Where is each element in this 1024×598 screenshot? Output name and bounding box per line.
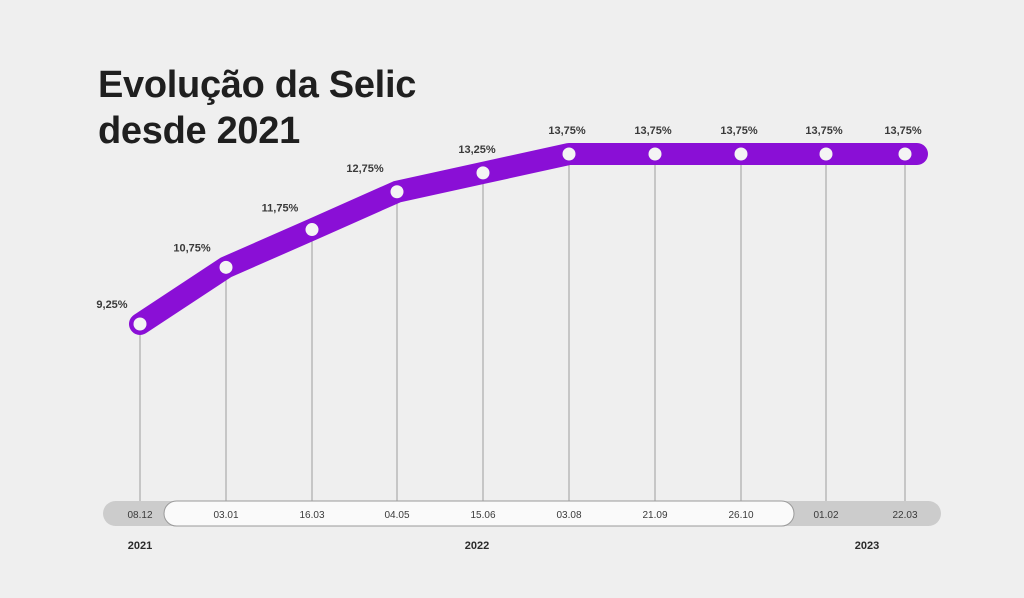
rate-point (819, 147, 833, 161)
date-tick-label: 04.05 (384, 510, 409, 521)
rate-point (734, 147, 748, 161)
value-label: 13,75% (805, 125, 843, 137)
chart-title-line-1: Evolução da Selic (98, 64, 416, 106)
rate-series (129, 143, 928, 335)
date-tick-label: 21.09 (642, 510, 667, 521)
value-label: 10,75% (173, 242, 211, 254)
value-labels: 9,25% 10,75% 11,75% 12,75% 13,25% 13,75% 13,75… (96, 125, 921, 311)
rate-point (648, 147, 662, 161)
year-label: 2023 (855, 540, 879, 552)
rate-point (562, 147, 576, 161)
rate-point (898, 147, 912, 161)
guide-lines (139, 154, 906, 504)
value-label: 13,75% (634, 125, 672, 137)
rate-points (133, 147, 912, 331)
rate-point (390, 185, 404, 199)
year-labels: 2021 2022 2023 (128, 540, 879, 552)
timeline-bar (103, 500, 941, 527)
date-tick-label: 26.10 (728, 510, 753, 521)
value-label: 13,75% (548, 125, 586, 137)
value-label: 13,75% (884, 125, 922, 137)
date-tick-label: 01.02 (813, 510, 838, 521)
rate-point (476, 166, 490, 180)
rate-point (305, 223, 319, 237)
timeline-highlight-2022 (163, 500, 795, 527)
value-label: 9,25% (96, 299, 127, 311)
year-label: 2022 (465, 540, 489, 552)
chart-title-line-2: desde 2021 (98, 110, 300, 152)
date-tick-label: 08.12 (127, 510, 152, 521)
date-tick-label: 22.03 (892, 510, 917, 521)
date-tick-label: 03.01 (213, 510, 238, 521)
value-label: 13,25% (458, 144, 496, 156)
rate-point (219, 260, 233, 274)
value-label: 11,75% (262, 203, 299, 215)
date-tick-label: 15.06 (470, 510, 495, 521)
year-label: 2021 (128, 540, 152, 552)
rate-point (133, 317, 147, 331)
date-tick-label: 03.08 (556, 510, 581, 521)
value-label: 12,75% (346, 163, 384, 175)
date-tick-label: 16.03 (299, 510, 324, 521)
rate-line (129, 143, 928, 335)
value-label: 13,75% (720, 125, 758, 137)
date-tick-labels: 08.12 03.01 16.03 04.05 15.06 03.08 21.09 26.10… (127, 510, 917, 521)
